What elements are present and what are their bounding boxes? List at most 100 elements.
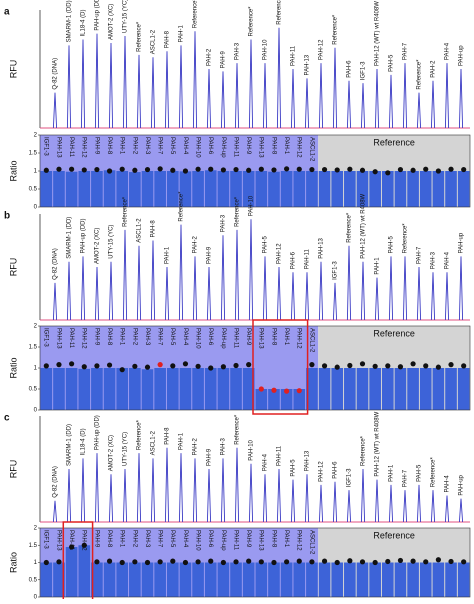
peak [66, 261, 72, 321]
bar [40, 171, 53, 207]
bar [217, 562, 230, 597]
peak [374, 68, 380, 129]
peak-label: Reference* [347, 212, 353, 243]
category-label: PAH-1 [283, 137, 289, 155]
category-label: PAH-up [220, 530, 226, 551]
point [144, 166, 151, 173]
bar [381, 171, 394, 207]
bar [255, 562, 268, 597]
bar [419, 171, 432, 207]
peak [66, 45, 72, 129]
bar [204, 368, 217, 410]
peak-label: PAH-13 [305, 450, 311, 471]
point [410, 558, 416, 564]
point [372, 169, 378, 175]
category-label: PAH-9 [93, 328, 99, 346]
peak-label: Reference* [417, 59, 423, 90]
y-tick-label: 0 [34, 595, 38, 599]
bar [331, 562, 344, 597]
region-label: Reference [373, 137, 415, 147]
peak [290, 479, 296, 523]
peak-label: PAH-2 [207, 48, 213, 66]
peak-label: PAH-7 [417, 246, 423, 264]
peak [122, 35, 128, 129]
point [397, 166, 404, 173]
category-label: PAH-1 [283, 530, 289, 548]
peak [416, 266, 422, 321]
y-tick-label: 2 [34, 133, 38, 139]
bar [78, 171, 91, 207]
bar [344, 562, 356, 597]
peak-label: Reference* [193, 0, 199, 28]
peak [360, 261, 366, 321]
category-label: PAH-13 [258, 530, 264, 551]
bar [369, 368, 381, 410]
point [359, 167, 366, 173]
peak [360, 83, 366, 129]
point [334, 559, 340, 566]
peak-label: Q-82 (DNA) [53, 58, 59, 90]
peak-label: PAH-1 [375, 257, 381, 275]
peak-label: PAH-12 [319, 461, 325, 482]
bar [154, 562, 166, 597]
category-label: PAH-10 [195, 328, 201, 349]
peak [122, 229, 128, 321]
peak-label: PAH-5 [291, 459, 297, 477]
bar [369, 171, 381, 207]
peak [248, 463, 254, 523]
point [435, 557, 441, 563]
peak [332, 282, 338, 321]
category-label: PAH-4 [182, 328, 188, 346]
peak [248, 219, 254, 321]
category-label: PAH-5 [169, 137, 175, 155]
peak-label: PAH-9 [221, 50, 227, 68]
peak-label: PAH-3 [221, 214, 227, 232]
point [347, 558, 353, 564]
peak-label: PAH-2 [193, 236, 199, 254]
peak-label: Reference* [235, 196, 241, 227]
bar [179, 368, 192, 410]
peak-label: PAH-8 [165, 30, 171, 48]
point [132, 363, 138, 369]
peak [108, 474, 114, 523]
bar [204, 170, 217, 207]
bar [129, 562, 141, 597]
category-label: PAH-3 [144, 328, 150, 346]
point [258, 386, 264, 392]
peak [388, 256, 394, 321]
peak [360, 468, 366, 523]
y-tick-label: 0.5 [29, 187, 38, 193]
peak [52, 282, 58, 321]
category-label: PAH-1 [283, 328, 289, 346]
peak-label: PAH-6 [291, 251, 297, 269]
point [195, 559, 201, 565]
point [321, 558, 328, 564]
bar [103, 562, 116, 597]
category-label: PAH-8 [106, 530, 112, 548]
peak [220, 71, 226, 129]
peak-label: PAH-6 [333, 461, 339, 479]
peak-label: AMOT-2 (XC) [95, 228, 101, 264]
point [208, 365, 214, 371]
bar [268, 562, 280, 597]
point [157, 559, 163, 565]
bar [419, 562, 432, 597]
peak-label: PAH-9 [207, 246, 213, 264]
category-label: PAH-5 [169, 328, 175, 346]
point [296, 558, 302, 564]
peak-label: Reference* [431, 457, 437, 488]
point [435, 364, 441, 370]
peak [192, 31, 198, 129]
bar [116, 171, 129, 207]
bar [192, 171, 204, 207]
point [284, 388, 290, 394]
peak [430, 490, 436, 523]
point [81, 167, 87, 173]
peak [136, 54, 142, 129]
peak-label: AMOT-2 (XC) [109, 4, 115, 40]
category-label: PAH-12 [296, 530, 302, 551]
bar [141, 171, 154, 207]
peak [304, 474, 310, 523]
peak-label: UTY-15 (YC) [123, 0, 129, 33]
category-label: PAH-13 [258, 137, 264, 158]
